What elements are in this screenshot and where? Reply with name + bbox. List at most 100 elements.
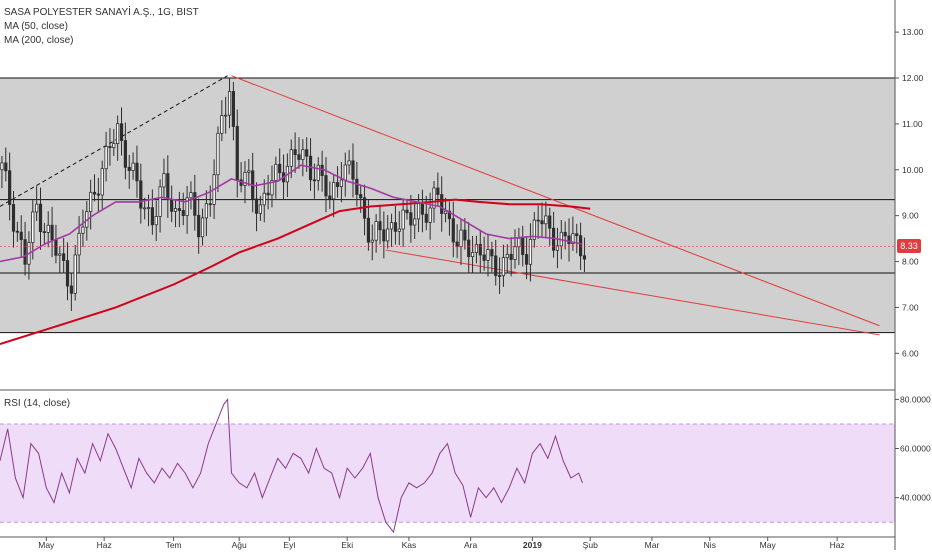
x-tick-label: May: [38, 540, 55, 550]
candle-body: [312, 179, 317, 182]
candle-body: [62, 253, 66, 261]
candle-body: [89, 191, 93, 212]
candle-body: [58, 253, 62, 256]
candle-body: [81, 226, 85, 234]
candle-body: [575, 233, 579, 237]
candle-body: [42, 231, 46, 234]
candle-body: [505, 253, 509, 258]
candle-body: [332, 182, 336, 200]
ma50-legend[interactable]: MA (50, close): [4, 21, 68, 32]
candle-body: [389, 222, 394, 230]
candle-body: [578, 235, 583, 257]
candle-body: [197, 214, 201, 238]
candle-body: [335, 182, 340, 187]
candle-body: [112, 143, 116, 149]
candle-body: [146, 207, 151, 210]
symbol-title[interactable]: SASA POLYESTER SANAYİ A.Ş., 1G, BIST: [4, 7, 199, 18]
candle-body: [8, 170, 12, 205]
rsi-legend: RSI (14, close): [4, 397, 70, 411]
candle-body: [15, 230, 19, 233]
candle-body: [386, 228, 390, 242]
candle-body: [258, 204, 262, 214]
ma200-legend[interactable]: MA (200, close): [4, 35, 74, 46]
rsi-axis[interactable]: 80.0000 60.0000 40.0000: [895, 394, 931, 503]
x-tick-label: Ara: [464, 540, 478, 550]
candle-body: [482, 254, 486, 261]
candle-body: [486, 249, 490, 261]
candle-body: [347, 160, 351, 166]
candle-body: [343, 164, 347, 181]
candle-body: [513, 246, 517, 260]
candle-body: [170, 199, 174, 212]
rsi-line: [0, 398, 583, 534]
candle-body: [38, 203, 43, 233]
candle-body: [582, 255, 587, 260]
candle-body: [455, 241, 459, 248]
candle-body: [328, 195, 332, 200]
candle-body: [316, 164, 320, 181]
candle-body: [108, 146, 112, 149]
y-tick-label: 13.00: [902, 27, 924, 37]
candle-body: [65, 260, 70, 287]
candle-body: [4, 162, 8, 172]
candle-body: [555, 245, 560, 251]
candle-body: [181, 210, 185, 216]
price-axis[interactable]: 13.00 12.00 11.00 10.00 9.00 8.00 7.00 6.00: [895, 27, 924, 358]
candle-body: [467, 239, 471, 258]
candle-body: [0, 162, 4, 171]
x-tick-label: 2019: [523, 540, 542, 550]
candle-body: [393, 222, 398, 232]
candle-body: [567, 235, 571, 245]
rsi-band: [0, 423, 895, 523]
candle-body: [135, 162, 139, 182]
shaded-channel-region: [0, 78, 895, 333]
candle-body: [359, 194, 363, 199]
rsi-tick-label: 40.0000: [900, 493, 931, 503]
candle-body: [173, 208, 178, 212]
candle-body: [305, 149, 309, 157]
x-tick-label: May: [760, 540, 777, 550]
candle-body: [100, 168, 104, 196]
candle-body: [50, 224, 54, 241]
candle-body: [193, 192, 197, 216]
candle-body: [563, 231, 567, 237]
candle-body: [301, 149, 305, 160]
candle-body: [143, 207, 147, 210]
candle-body: [139, 180, 143, 209]
candle-body: [413, 218, 417, 226]
candle-body: [532, 219, 536, 240]
candle-body: [409, 212, 413, 226]
candle-body: [227, 91, 232, 116]
trendline-support: [385, 249, 880, 336]
candle-body: [116, 123, 120, 144]
candle-body: [189, 192, 193, 199]
candle-body: [19, 231, 23, 241]
candle-body: [374, 221, 378, 241]
candle-body: [200, 217, 205, 238]
x-tick-label: Eki: [341, 540, 353, 550]
candle-body: [366, 217, 371, 243]
y-tick-label: 11.00: [902, 119, 923, 129]
x-tick-label: Ağu: [232, 540, 247, 550]
candle-body: [470, 252, 475, 258]
y-tick-label: 7.00: [902, 302, 919, 312]
time-axis[interactable]: May Haz Tem Ağu Eyl Eki Kas Ara 2019 Şub Mar Nis May…: [38, 537, 845, 550]
candle-body: [293, 149, 297, 156]
candle-body: [501, 257, 506, 277]
candle-body: [378, 221, 382, 231]
candle-body: [478, 244, 482, 256]
candle-body: [490, 249, 494, 257]
candle-body: [166, 173, 170, 200]
candle-body: [185, 197, 189, 216]
candle-body: [428, 207, 432, 223]
candle-body: [247, 170, 251, 173]
candle-body: [436, 187, 440, 195]
candle-body: [289, 149, 293, 167]
rsi-label[interactable]: RSI (14, close): [4, 398, 71, 409]
candle-body: [405, 209, 409, 214]
candle-body: [254, 198, 259, 214]
candle-body: [262, 192, 266, 206]
candle-body: [517, 237, 521, 248]
